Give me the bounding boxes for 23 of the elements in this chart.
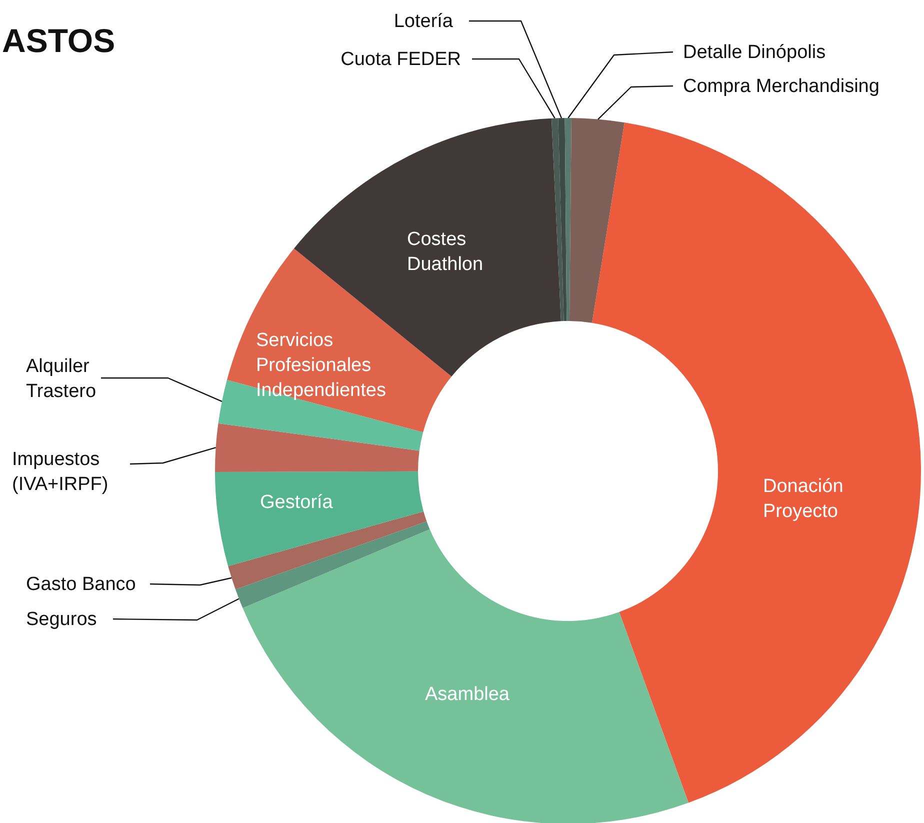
donut-slice xyxy=(592,122,921,803)
slice-label: Gestoría xyxy=(260,492,334,513)
donut-slice xyxy=(215,423,420,472)
slice-label: Costes Duathlon xyxy=(407,229,484,275)
slice-label: Donación Proyecto xyxy=(763,476,844,522)
slice-label: Compra Merchandising xyxy=(683,76,880,97)
donut-slice xyxy=(242,529,688,823)
slice-label: Seguros xyxy=(26,609,97,630)
slice-label: Cuota FEDER xyxy=(340,49,461,70)
donut-slice xyxy=(569,118,624,323)
donut-slice xyxy=(215,471,424,566)
slice-label: Detalle Dinópolis xyxy=(683,42,826,63)
donut-slice xyxy=(228,511,427,590)
chart-title: ASTOS xyxy=(2,22,116,59)
donut-slice xyxy=(218,380,424,451)
slice-label: Alquiler Trastero xyxy=(26,356,96,402)
slice-label: Lotería xyxy=(394,11,454,32)
slice-label: Impuestos (IVA+IRPF) xyxy=(12,449,108,495)
donut-slice xyxy=(564,118,572,322)
slice-label: Servicios Profesionales Independientes xyxy=(256,330,386,401)
donut-slice xyxy=(235,521,430,608)
slice-label: Gasto Banco xyxy=(26,574,136,595)
slice-label: Asamblea xyxy=(425,684,510,705)
